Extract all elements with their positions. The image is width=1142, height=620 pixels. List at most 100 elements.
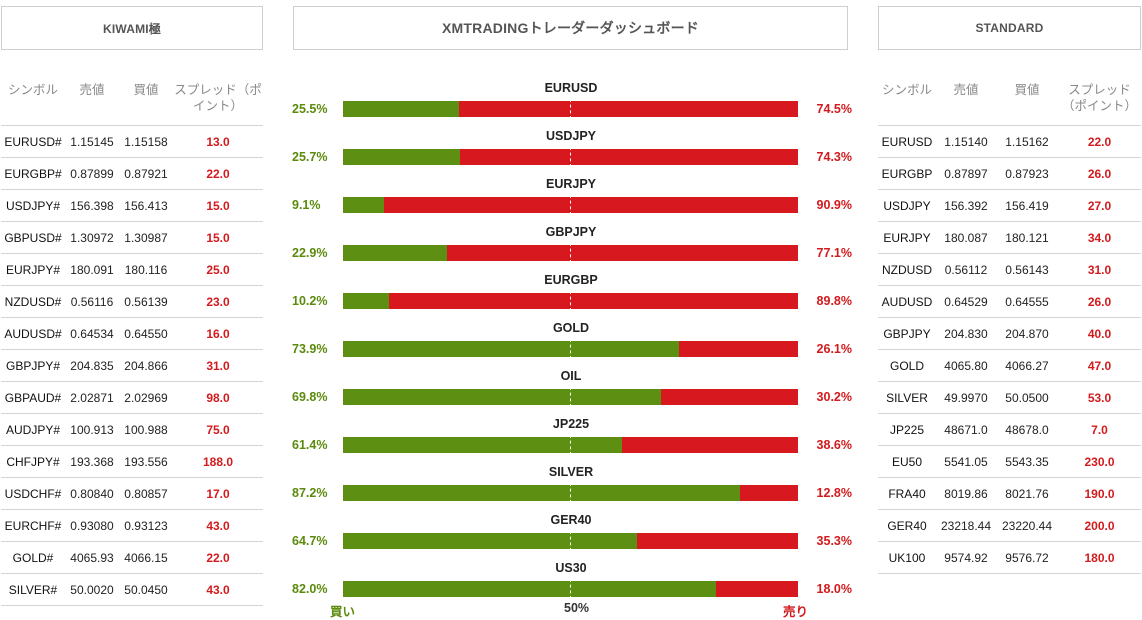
column-header-bid: 売値 (79, 83, 105, 97)
buy-percentage: 73.9% (292, 342, 328, 356)
instrument-label: EURGBP (544, 273, 598, 287)
table-row: GOLD# 4065.93 4066.15 22.0 (1, 541, 263, 574)
symbol-cell: EURUSD# (1, 125, 65, 158)
sentiment-row: OIL 69.8% 30.2% (286, 364, 862, 412)
table-row: USDJPY 156.392 156.419 27.0 (878, 189, 1141, 222)
midpoint-marker (570, 579, 571, 599)
table-row: GBPUSD# 1.30972 1.30987 15.0 (1, 221, 263, 254)
symbol-cell: USDJPY (878, 189, 936, 222)
bid-cell: 2.02871 (65, 381, 119, 414)
buy-percentage: 82.0% (292, 582, 328, 596)
sentiment-row: SILVER 87.2% 12.8% (286, 460, 862, 508)
sell-percentage: 90.9% (816, 198, 852, 212)
spread-cell: 190.0 (1058, 477, 1141, 510)
ask-cell: 0.56139 (119, 285, 173, 318)
table-row: EU50 5541.05 5543.35 230.0 (878, 445, 1141, 478)
symbol-cell: EURCHF# (1, 509, 65, 542)
table-row: EURCHF# 0.93080 0.93123 43.0 (1, 509, 263, 542)
spread-cell: 43.0 (173, 509, 263, 542)
midpoint-marker (570, 243, 571, 263)
buy-percentage: 64.7% (292, 534, 328, 548)
ask-cell: 156.413 (119, 189, 173, 222)
bid-cell: 0.80840 (65, 477, 119, 510)
table-row: GOLD 4065.80 4066.27 47.0 (878, 349, 1141, 382)
symbol-cell: EU50 (878, 445, 936, 478)
buy-percentage: 25.5% (292, 102, 328, 116)
bid-cell: 4065.80 (936, 349, 996, 382)
kiwami-panel-title: KIWAMI極 (1, 6, 263, 50)
bid-cell: 1.15140 (936, 125, 996, 158)
kiwami-quote-table: シンボル 売値 買値 スプレッド（ポイント） EURUSD# 1.15145 1.1… (1, 76, 263, 606)
spread-cell: 26.0 (1058, 157, 1141, 190)
table-row: NZDUSD 0.56112 0.56143 31.0 (878, 253, 1141, 286)
table-row: GBPJPY# 204.835 204.866 31.0 (1, 349, 263, 382)
bid-cell: 9574.92 (936, 541, 996, 574)
table-row: CHFJPY# 193.368 193.556 188.0 (1, 445, 263, 478)
bid-cell: 156.398 (65, 189, 119, 222)
table-row: AUDUSD# 0.64534 0.64550 16.0 (1, 317, 263, 350)
buy-fill (343, 341, 680, 357)
table-row: EURUSD 1.15140 1.15162 22.0 (878, 125, 1141, 158)
table-row: AUDUSD 0.64529 0.64555 26.0 (878, 285, 1141, 318)
buy-fill (343, 389, 661, 405)
instrument-label: EURJPY (545, 177, 597, 191)
sentiment-row: GER40 64.7% 35.3% (286, 508, 862, 556)
ask-cell: 23220.44 (996, 509, 1058, 542)
sell-percentage: 74.3% (816, 150, 852, 164)
symbol-cell: JP225 (878, 413, 936, 446)
ask-cell: 180.121 (996, 221, 1058, 254)
buy-fill (343, 293, 390, 309)
ask-cell: 0.93123 (119, 509, 173, 542)
sentiment-bar (343, 579, 798, 599)
symbol-cell: GBPJPY (878, 317, 936, 350)
sell-percentage: 12.8% (816, 486, 852, 500)
buy-fill (343, 581, 717, 597)
spread-cell: 22.0 (173, 157, 263, 190)
spread-cell: 47.0 (1058, 349, 1141, 382)
symbol-cell: GBPJPY# (1, 349, 65, 382)
midpoint-marker (570, 435, 571, 455)
bid-cell: 50.0020 (65, 573, 119, 606)
buy-fill (343, 197, 385, 213)
sell-percentage: 38.6% (816, 438, 852, 452)
symbol-cell: GOLD (878, 349, 936, 382)
symbol-cell: CHFJPY# (1, 445, 65, 478)
buy-fill (343, 101, 460, 117)
symbol-cell: UK100 (878, 541, 936, 574)
symbol-cell: SILVER# (1, 573, 65, 606)
bid-cell: 1.15145 (65, 125, 119, 158)
bid-cell: 0.87899 (65, 157, 119, 190)
ask-cell: 50.0500 (996, 381, 1058, 414)
symbol-cell: USDCHF# (1, 477, 65, 510)
ask-cell: 0.56143 (996, 253, 1058, 286)
sentiment-bar (343, 483, 798, 503)
standard-panel-title: STANDARD (878, 6, 1141, 50)
spread-cell: 13.0 (173, 125, 263, 158)
bid-cell: 4065.93 (65, 541, 119, 574)
instrument-label: OIL (560, 369, 582, 383)
ask-cell: 50.0450 (119, 573, 173, 606)
sentiment-legend: 買い 50% 売り (286, 601, 862, 619)
spread-cell: 34.0 (1058, 221, 1141, 254)
sentiment-row: JP225 61.4% 38.6% (286, 412, 862, 460)
symbol-cell: GBPAUD# (1, 381, 65, 414)
sell-percentage: 74.5% (816, 102, 852, 116)
sentiment-bar (343, 195, 798, 215)
bid-cell: 49.9970 (936, 381, 996, 414)
sell-percentage: 18.0% (816, 582, 852, 596)
sell-percentage: 26.1% (816, 342, 852, 356)
ask-cell: 0.87921 (119, 157, 173, 190)
symbol-cell: EURJPY (878, 221, 936, 254)
table-row: GBPAUD# 2.02871 2.02969 98.0 (1, 381, 263, 414)
column-header-ask: 買値 (133, 83, 159, 97)
spread-cell: 75.0 (173, 413, 263, 446)
instrument-label: GBPJPY (545, 225, 597, 239)
ask-cell: 4066.15 (119, 541, 173, 574)
buy-fill (343, 437, 623, 453)
symbol-cell: EURGBP (878, 157, 936, 190)
midpoint-marker (570, 531, 571, 551)
column-header-spread: スプレッド（ポイント） (1061, 83, 1137, 113)
sell-percentage: 89.8% (816, 294, 852, 308)
table-row: EURGBP# 0.87899 0.87921 22.0 (1, 157, 263, 190)
column-header-ask: 買値 (1014, 83, 1040, 97)
